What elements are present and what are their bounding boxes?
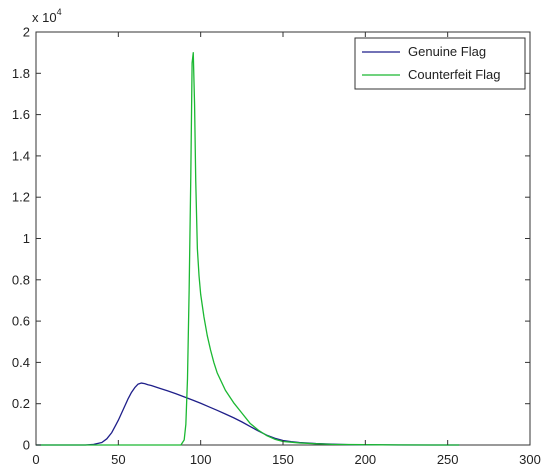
- plot-area: [35, 31, 531, 446]
- y-tick-label: 1: [23, 231, 30, 246]
- y-tick-label: 0.8: [12, 272, 30, 287]
- y-tick-label: 0.2: [12, 396, 30, 411]
- x-tick-label: 300: [519, 452, 541, 467]
- legend-label-counterfeit-flag: Counterfeit Flag: [408, 67, 501, 82]
- y-multiplier-base: x 10: [32, 10, 57, 25]
- y-tick-label: 0.4: [12, 355, 30, 370]
- x-tick-label: 200: [354, 452, 376, 467]
- legend-box: [354, 37, 526, 90]
- x-tick-label: 0: [32, 452, 39, 467]
- x-tick-label: 50: [111, 452, 125, 467]
- y-multiplier-label: x 104: [32, 7, 62, 25]
- tick-layer: 0 50 100 150 200 250 300 0 0.2 0.4 0.6 0.8 1 1.2 1.4 1.…: [12, 25, 541, 468]
- series-layer: [36, 52, 460, 446]
- y-tick-label: 2: [23, 25, 30, 40]
- y-tick-label: 1.6: [12, 107, 30, 122]
- legend: Genuine Flag Counterfeit Flag: [354, 37, 526, 90]
- x-tick-label: 250: [437, 452, 459, 467]
- x-tick-label: 150: [272, 452, 294, 467]
- y-multiplier-exponent: 4: [57, 7, 62, 17]
- series-line-counterfeit-flag: [36, 52, 460, 446]
- y-tick-label: 0.6: [12, 314, 30, 329]
- y-tick-label: 1.8: [12, 66, 30, 81]
- y-tick-label: 0: [23, 438, 30, 453]
- y-tick-label: 1.4: [12, 148, 30, 163]
- legend-label-genuine-flag: Genuine Flag: [408, 44, 486, 59]
- x-tick-label: 100: [190, 452, 212, 467]
- y-tick-label: 1.2: [12, 190, 30, 205]
